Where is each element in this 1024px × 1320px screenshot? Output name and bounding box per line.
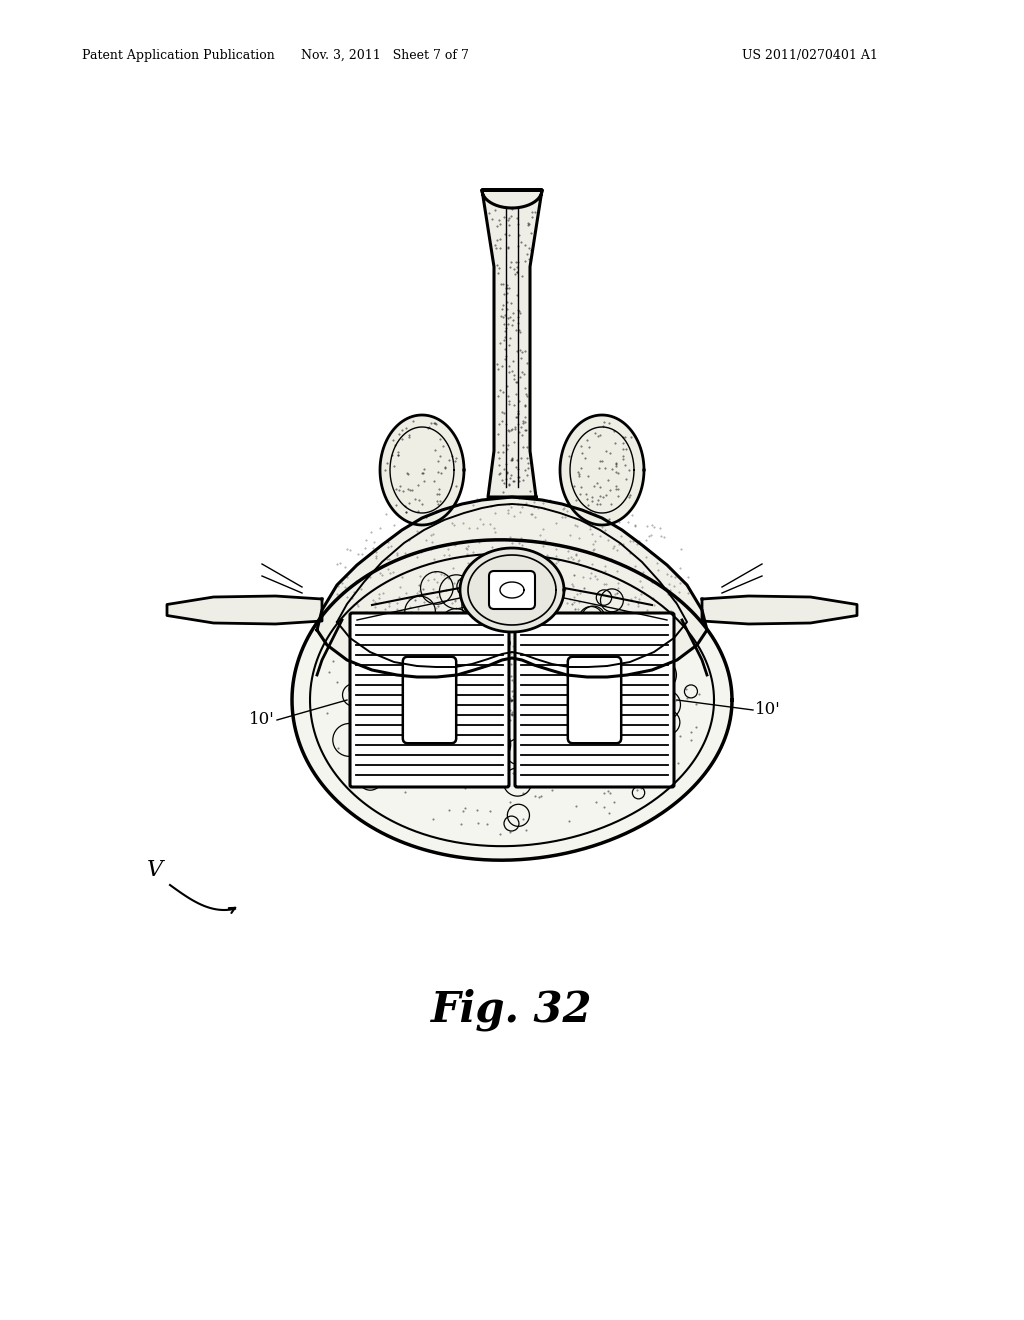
Text: 10': 10' (755, 701, 780, 718)
FancyBboxPatch shape (351, 614, 508, 785)
FancyBboxPatch shape (489, 572, 535, 609)
Polygon shape (482, 190, 542, 498)
FancyBboxPatch shape (567, 657, 622, 743)
Polygon shape (380, 414, 464, 525)
Polygon shape (292, 540, 732, 861)
Text: Nov. 3, 2011   Sheet 7 of 7: Nov. 3, 2011 Sheet 7 of 7 (301, 49, 469, 62)
FancyBboxPatch shape (402, 657, 457, 743)
Polygon shape (167, 597, 322, 624)
Text: US 2011/0270401 A1: US 2011/0270401 A1 (742, 49, 878, 62)
Polygon shape (317, 498, 707, 677)
Polygon shape (560, 414, 644, 525)
FancyBboxPatch shape (516, 614, 673, 785)
Text: Patent Application Publication: Patent Application Publication (82, 49, 274, 62)
Text: Fig. 32: Fig. 32 (431, 989, 593, 1031)
Text: 10': 10' (249, 711, 275, 729)
Polygon shape (702, 597, 857, 624)
Text: V: V (146, 859, 163, 880)
Polygon shape (500, 582, 524, 598)
Polygon shape (460, 548, 564, 632)
